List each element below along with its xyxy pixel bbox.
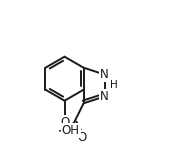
Text: N: N <box>100 68 109 81</box>
Text: O: O <box>77 131 86 144</box>
Text: O: O <box>60 116 69 129</box>
Text: OH: OH <box>62 124 80 137</box>
Text: H: H <box>110 81 117 91</box>
Text: N: N <box>100 90 109 103</box>
